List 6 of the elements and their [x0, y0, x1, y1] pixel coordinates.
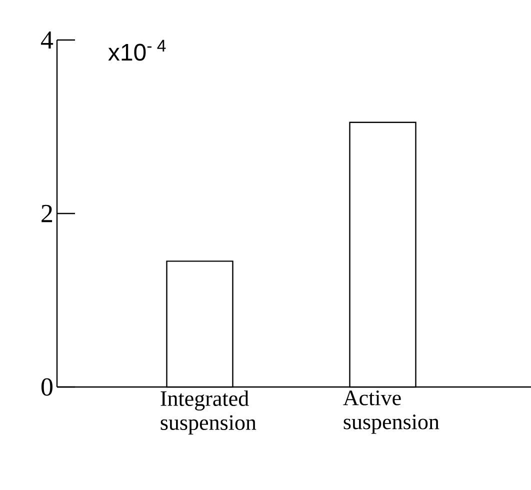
- y-tick-label: 2: [42, 204, 52, 222]
- x-tick-label: Integrated suspension: [160, 390, 256, 434]
- y-tick-label: 0: [41, 378, 52, 396]
- y-tick-label: 4: [40, 31, 54, 49]
- x-tick-label: Active suspension: [343, 390, 440, 434]
- annotation: x10$^{- 4}$: [108, 40, 166, 61]
